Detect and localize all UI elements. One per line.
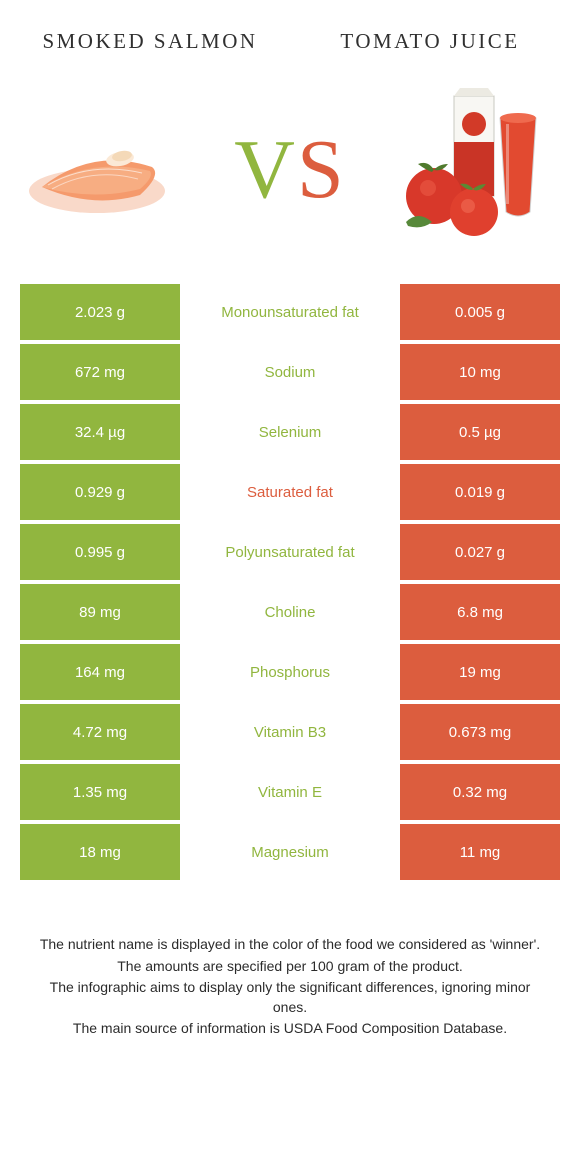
left-value: 0.995 g <box>20 524 180 580</box>
nutrient-label: Selenium <box>180 404 400 460</box>
table-row: 32.4 µgSelenium0.5 µg <box>20 404 560 460</box>
right-value: 0.027 g <box>400 524 560 580</box>
table-row: 164 mgPhosphorus19 mg <box>20 644 560 700</box>
nutrition-table: 2.023 gMonounsaturated fat0.005 g672 mgS… <box>20 284 560 880</box>
footer-line-3: The infographic aims to display only the… <box>34 977 546 1018</box>
right-value: 10 mg <box>400 344 560 400</box>
nutrient-label: Sodium <box>180 344 400 400</box>
table-row: 4.72 mgVitamin B30.673 mg <box>20 704 560 760</box>
right-value: 0.005 g <box>400 284 560 340</box>
header: SMOKED SALMON TOMATO JUICE <box>0 0 580 64</box>
left-value: 0.929 g <box>20 464 180 520</box>
footer-line-2: The amounts are specified per 100 gram o… <box>34 956 546 976</box>
right-value: 19 mg <box>400 644 560 700</box>
table-row: 0.995 gPolyunsaturated fat0.027 g <box>20 524 560 580</box>
tomato-juice-image <box>388 84 558 254</box>
table-row: 1.35 mgVitamin E0.32 mg <box>20 764 560 820</box>
vs-v: V <box>234 123 297 216</box>
left-value: 4.72 mg <box>20 704 180 760</box>
left-value: 672 mg <box>20 344 180 400</box>
table-row: 18 mgMagnesium11 mg <box>20 824 560 880</box>
vs-label: VS <box>234 121 345 218</box>
right-food-title: TOMATO JUICE <box>310 28 550 54</box>
footer-notes: The nutrient name is displayed in the co… <box>0 884 580 1038</box>
right-value: 11 mg <box>400 824 560 880</box>
right-value: 0.019 g <box>400 464 560 520</box>
table-row: 2.023 gMonounsaturated fat0.005 g <box>20 284 560 340</box>
left-value: 32.4 µg <box>20 404 180 460</box>
left-value: 18 mg <box>20 824 180 880</box>
table-row: 89 mgCholine6.8 mg <box>20 584 560 640</box>
nutrient-label: Phosphorus <box>180 644 400 700</box>
nutrient-label: Monounsaturated fat <box>180 284 400 340</box>
table-row: 0.929 gSaturated fat0.019 g <box>20 464 560 520</box>
nutrient-label: Saturated fat <box>180 464 400 520</box>
right-value: 6.8 mg <box>400 584 560 640</box>
left-value: 164 mg <box>20 644 180 700</box>
left-value: 89 mg <box>20 584 180 640</box>
nutrient-label: Magnesium <box>180 824 400 880</box>
nutrient-label: Vitamin B3 <box>180 704 400 760</box>
vs-s: S <box>297 123 346 216</box>
left-food-title: SMOKED SALMON <box>30 28 270 54</box>
left-value: 2.023 g <box>20 284 180 340</box>
table-row: 672 mgSodium10 mg <box>20 344 560 400</box>
right-value: 0.5 µg <box>400 404 560 460</box>
salmon-image <box>22 84 192 254</box>
nutrient-label: Polyunsaturated fat <box>180 524 400 580</box>
footer-line-4: The main source of information is USDA F… <box>34 1018 546 1038</box>
image-row: VS <box>0 64 580 284</box>
right-value: 0.673 mg <box>400 704 560 760</box>
right-value: 0.32 mg <box>400 764 560 820</box>
footer-line-1: The nutrient name is displayed in the co… <box>34 934 546 954</box>
left-value: 1.35 mg <box>20 764 180 820</box>
nutrient-label: Choline <box>180 584 400 640</box>
nutrient-label: Vitamin E <box>180 764 400 820</box>
